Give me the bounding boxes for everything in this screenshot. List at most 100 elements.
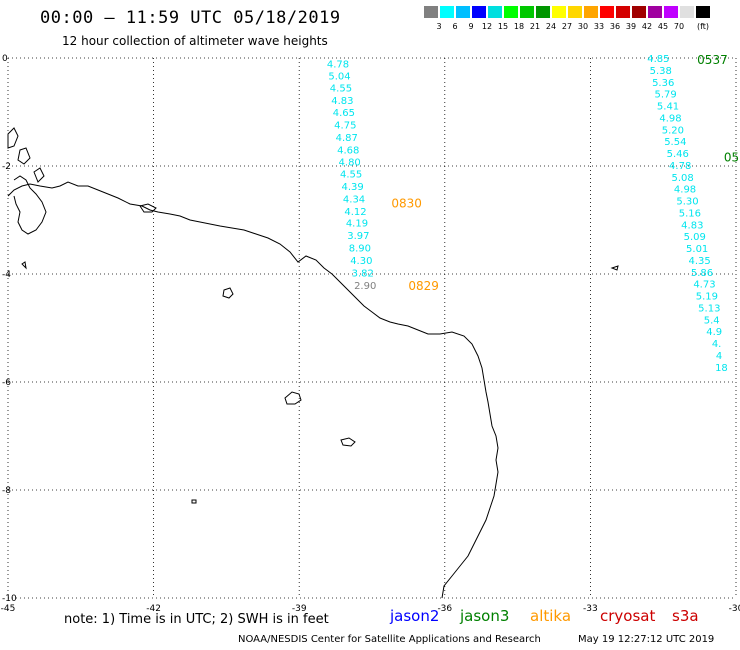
altimeter-tracks: 4.785.044.554.834.654.754.874.684.804.55… <box>327 54 728 374</box>
pass-time-label: 0537 <box>697 53 728 67</box>
wave-height-value: 5.41 <box>657 102 679 113</box>
legend-swatch <box>455 5 471 19</box>
axis-tick-labels: -45 -42 -39 -36 -33 -30 0 -2 -4 -6 -8 -10 <box>1 54 740 614</box>
wave-height-value: 4.9 <box>706 327 722 338</box>
legend-label: 42 <box>641 22 653 31</box>
legend-swatches <box>423 5 711 19</box>
color-legend: 3 6 9 12 15 18 21 24 27 30 33 36 39 42 45 70 (ft) <box>423 5 711 31</box>
satellite-name: jason3 <box>460 607 510 625</box>
bay-outline <box>139 203 157 213</box>
wave-height-value: 4.73 <box>693 280 715 291</box>
legend-label: 45 <box>657 22 669 31</box>
lon-tick-label: -33 <box>583 604 598 614</box>
coastline-islands <box>7 127 45 183</box>
legend-swatch <box>695 5 711 19</box>
lat-lon-grid <box>7 57 737 599</box>
legend-label: 15 <box>497 22 509 31</box>
map-title: 00:00 – 11:59 UTC 05/18/2019 <box>40 8 341 28</box>
satellite-name: s3a <box>672 607 699 625</box>
wave-height-value: 4.35 <box>688 256 710 267</box>
legend-swatch <box>599 5 615 19</box>
wave-height-value: 4.98 <box>674 185 696 196</box>
island-c <box>340 437 356 447</box>
pass-time-label: 0538 <box>724 150 740 164</box>
lon-tick-label: -30 <box>729 604 740 614</box>
pass-time-labels: 0830 0829 0537 0538 <box>391 53 740 293</box>
wave-height-value: 18 <box>715 363 728 374</box>
wave-height-value: 4.68 <box>337 145 359 156</box>
wave-height-value: 4.30 <box>350 256 372 267</box>
legend-label: 70 <box>673 22 685 31</box>
legend-swatch <box>583 5 599 19</box>
credit-line: NOAA/NESDIS Center for Satellite Applica… <box>238 634 541 645</box>
legend-swatch <box>647 5 663 19</box>
coastline-inlet <box>13 175 47 235</box>
mainland-coastline <box>7 181 499 599</box>
wave-height-value: 4.98 <box>659 113 681 124</box>
lon-tick-label: -42 <box>146 604 161 614</box>
pass-time-label: 0830 <box>391 197 422 211</box>
legend-label: 21 <box>529 22 541 31</box>
islet-f <box>610 265 619 271</box>
wave-height-value: 5.86 <box>691 268 713 279</box>
legend-swatch <box>423 5 439 19</box>
wave-height-value: 4.19 <box>346 219 368 230</box>
legend-swatch <box>503 5 519 19</box>
legend-label: 36 <box>609 22 621 31</box>
lon-tick-label: -36 <box>437 604 452 614</box>
wave-height-value: 5.20 <box>662 125 684 136</box>
legend-swatch <box>519 5 535 19</box>
wave-height-value: 5.30 <box>676 197 698 208</box>
legend-label: 30 <box>577 22 589 31</box>
legend-swatch <box>487 5 503 19</box>
legend-label: 9 <box>468 22 474 31</box>
legend-label: 3 <box>436 22 442 31</box>
lon-tick-label: -39 <box>292 604 307 614</box>
wave-height-value: 4.34 <box>343 194 365 205</box>
wave-height-value: 4.80 <box>339 158 361 169</box>
legend-swatch <box>535 5 551 19</box>
wave-height-value: 4.55 <box>330 84 352 95</box>
wave-height-value: 8.90 <box>349 244 371 255</box>
map-subtitle: 12 hour collection of altimeter wave hei… <box>62 34 328 48</box>
legend-label: 6 <box>452 22 458 31</box>
wave-height-value: 4.12 <box>344 207 366 218</box>
wave-height-value: 5.38 <box>650 66 672 77</box>
island-b <box>284 391 302 405</box>
wave-height-value: 4.78 <box>669 161 691 172</box>
wave-height-value: 5.08 <box>671 173 693 184</box>
lat-tick-label: -6 <box>2 378 11 388</box>
wave-height-value: 5.36 <box>652 78 674 89</box>
legend-swatch <box>679 5 695 19</box>
wave-height-value: 4. <box>712 339 722 350</box>
island-d <box>191 499 197 504</box>
wave-height-value: 5.4 <box>704 315 720 326</box>
lon-tick-label: -45 <box>1 604 16 614</box>
legend-labels: 3 6 9 12 15 18 21 24 27 30 33 36 39 42 45 70 (ft) <box>423 22 739 34</box>
wave-height-value: 4.83 <box>331 96 353 107</box>
legend-swatch <box>631 5 647 19</box>
footer-note: note: 1) Time is in UTC; 2) SWH is in fe… <box>64 612 329 627</box>
wave-height-value: 4.65 <box>333 108 355 119</box>
legend-label: 33 <box>593 22 605 31</box>
legend-swatch <box>439 5 455 19</box>
legend-swatch <box>471 5 487 19</box>
lat-tick-label: 0 <box>2 54 8 64</box>
wave-height-value: 4.87 <box>336 133 358 144</box>
legend-label: 18 <box>513 22 525 31</box>
wave-height-value: 4.39 <box>341 182 363 193</box>
satellite-name: cryosat <box>600 607 656 625</box>
legend-swatch <box>615 5 631 19</box>
lat-tick-label: -2 <box>2 162 11 172</box>
wave-height-value: 4.55 <box>340 170 362 181</box>
wave-height-value: 5.13 <box>698 303 720 314</box>
legend-label: 27 <box>561 22 573 31</box>
wave-height-value: 5.09 <box>684 232 706 243</box>
wave-height-value: 5.19 <box>696 292 718 303</box>
wave-height-value: 4.83 <box>681 220 703 231</box>
wave-height-value: 5.46 <box>667 149 689 160</box>
legend-swatch <box>663 5 679 19</box>
lat-tick-label: -4 <box>2 270 11 280</box>
coastline <box>7 127 619 599</box>
